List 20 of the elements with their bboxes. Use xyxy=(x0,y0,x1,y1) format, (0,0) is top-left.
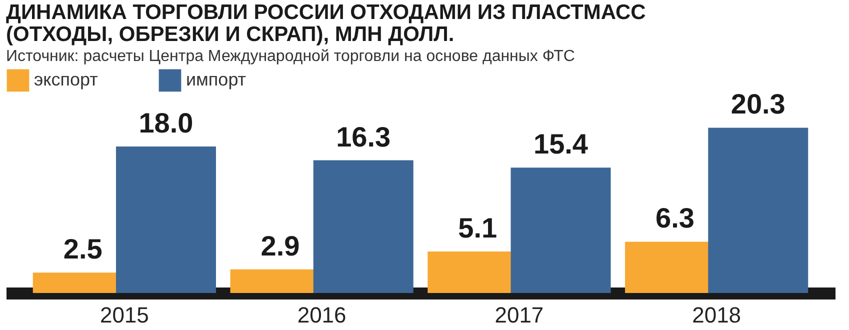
data-label: 15.4 xyxy=(533,128,588,160)
x-tick-label: 2017 xyxy=(494,302,544,328)
legend-label: экспорт xyxy=(34,69,98,90)
bar xyxy=(116,146,216,293)
bar xyxy=(510,168,611,293)
data-label: 2.9 xyxy=(260,230,300,262)
data-label: 6.3 xyxy=(656,202,694,234)
data-label: 2.5 xyxy=(63,234,102,265)
chart-title: ДИНАМИКА ТОРГОВЛИ РОССИИ ОТХОДАМИ ИЗ ПЛАСТМАСС (ОТХОДЫ, ОБРЕЗКИ И СКРАП), МЛН ДОЛЛ. xyxy=(6,1,646,46)
bar xyxy=(708,128,808,293)
x-tick-label: 2016 xyxy=(297,302,346,328)
data-label: 16.3 xyxy=(336,121,391,152)
text: Источник: расчеты Центра Международной торговли на основе данных ФТС xyxy=(6,48,575,65)
legend-label: импорт xyxy=(186,69,246,90)
x-tick-label: 2018 xyxy=(692,302,742,328)
data-label: 5.1 xyxy=(458,212,498,244)
x-tick-label: 2015 xyxy=(100,302,149,328)
bar xyxy=(313,160,414,293)
data-label: 18.0 xyxy=(138,107,194,138)
data-label: 20.3 xyxy=(730,88,786,120)
